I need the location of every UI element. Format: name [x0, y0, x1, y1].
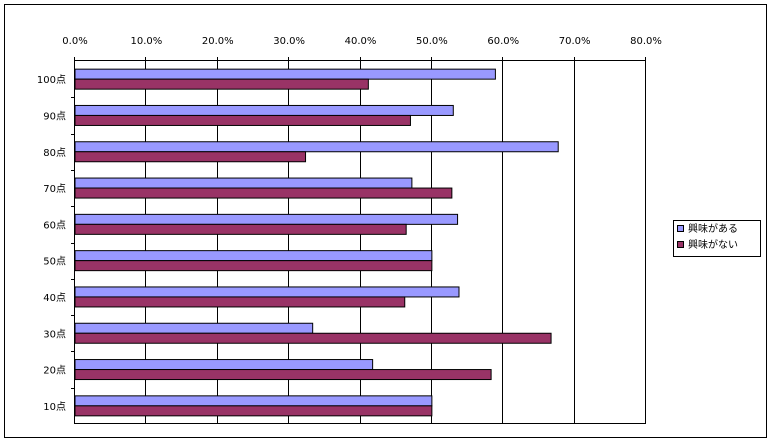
legend-label: 興味がある	[688, 222, 738, 235]
bars	[74, 68, 559, 417]
bar-not-interested	[74, 296, 406, 308]
bar-interested	[74, 322, 314, 334]
x-tick-label: 20.0%	[202, 36, 234, 47]
bar-interested	[74, 141, 559, 153]
x-tick-label: 80.0%	[630, 36, 662, 47]
y-tick-label: 50点	[43, 256, 66, 268]
legend-box	[673, 220, 761, 257]
x-tick-label: 0.0%	[62, 36, 87, 47]
y-tick-label: 30点	[43, 328, 66, 340]
legend-swatch	[677, 241, 684, 248]
bar-not-interested	[74, 151, 307, 163]
bar-interested	[74, 250, 433, 262]
bar-interested	[74, 213, 459, 225]
x-tick-label: 70.0%	[559, 36, 591, 47]
x-tick-label: 40.0%	[345, 36, 377, 47]
bar-not-interested	[74, 260, 433, 272]
bar-interested	[74, 359, 374, 371]
bar-not-interested	[74, 223, 407, 235]
bar-interested	[74, 395, 433, 407]
y-tick-label: 10点	[43, 401, 66, 413]
y-tick-label: 60点	[43, 219, 66, 231]
bar-interested	[74, 177, 413, 189]
legend-label: 興味がない	[688, 238, 738, 251]
x-tick-label: 60.0%	[487, 36, 519, 47]
x-axis-ticks: 0.0% 10.0% 20.0% 30.0% 40.0% 50.0% 60.0% 70.0% 8…	[62, 36, 662, 61]
x-tick-label: 10.0%	[130, 36, 162, 47]
x-tick-label: 50.0%	[416, 36, 448, 47]
bar-interested	[74, 286, 460, 298]
y-tick-label: 90点	[43, 110, 66, 122]
bar-not-interested	[74, 369, 492, 381]
bar-interested	[74, 104, 454, 116]
bar-not-interested	[74, 332, 552, 344]
bar-not-interested	[74, 405, 433, 417]
y-tick-label: 70点	[43, 183, 66, 195]
bar-not-interested	[74, 187, 453, 199]
y-tick-label: 100点	[37, 74, 66, 86]
x-tick-label: 30.0%	[273, 36, 305, 47]
y-tick-label: 40点	[43, 292, 66, 304]
bar-interested	[74, 68, 496, 80]
legend-swatch	[677, 225, 684, 232]
bar-not-interested	[74, 78, 369, 90]
y-tick-label: 20点	[43, 365, 66, 377]
bar-not-interested	[74, 114, 411, 126]
y-axis-ticks: 100点 90点 80点 70点 60点 50点 40点 30点 20点 10点	[37, 74, 75, 413]
y-tick-label: 80点	[43, 147, 66, 159]
